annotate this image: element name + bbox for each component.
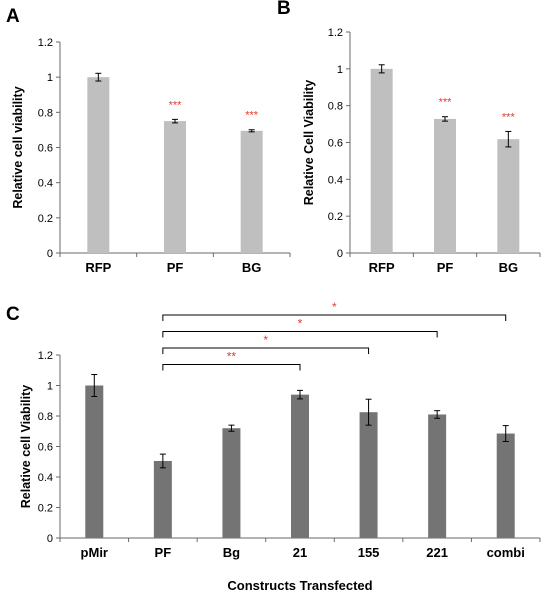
bar-155: [359, 412, 378, 538]
y-tick-label: 0.2: [38, 503, 53, 515]
y-axis-label: Relative Cell Viability: [302, 80, 316, 206]
comparison-label: *: [332, 300, 337, 314]
y-tick-label: 0.8: [38, 411, 53, 423]
comparison-bracket: [162, 364, 301, 371]
y-tick-label: 0.6: [38, 442, 53, 454]
x-tick-label: RFP: [85, 260, 111, 275]
y-tick-label: 1.2: [38, 37, 53, 49]
bar-bg: [497, 139, 520, 253]
y-tick-label: 0.8: [328, 101, 343, 113]
bar-rfp: [87, 77, 110, 254]
x-tick-label: PF: [167, 260, 184, 275]
x-tick-label: BG: [499, 260, 519, 275]
y-tick-label: 0.6: [38, 143, 53, 155]
y-tick-label: 1: [47, 381, 53, 393]
y-tick-label: 0: [337, 248, 343, 260]
y-tick-label: 0: [47, 533, 53, 545]
comparison-bracket: [162, 347, 370, 354]
y-axis-label: Relative cell Viability: [19, 385, 33, 508]
y-tick-label: 0.2: [328, 211, 343, 223]
bar-21: [291, 394, 309, 538]
x-tick-label: RFP: [369, 260, 395, 275]
comparison-label: **: [227, 350, 237, 364]
comparison-label: *: [298, 317, 303, 331]
x-tick-label: pMir: [81, 545, 108, 560]
x-tick-label: 155: [358, 545, 380, 560]
y-tick-label: 0.4: [38, 178, 53, 190]
bar-bg: [222, 428, 241, 538]
y-tick-label: 0.2: [38, 213, 53, 225]
y-tick-label: 1: [47, 72, 53, 84]
x-tick-label: 221: [426, 545, 448, 560]
bar-pf: [434, 118, 456, 253]
bar-221: [428, 414, 447, 538]
significance-label: ***: [439, 97, 453, 109]
y-axis-label: Relative cell viability: [11, 86, 25, 208]
x-tick-label: Bg: [223, 545, 240, 560]
bar-rfp: [370, 68, 393, 253]
x-tick-label: PF: [155, 545, 172, 560]
bar-combi: [496, 433, 515, 538]
y-tick-label: 1.2: [328, 27, 343, 39]
significance-label: ***: [245, 110, 259, 122]
panel-label-a: A: [6, 6, 20, 27]
y-tick-label: 0: [47, 248, 53, 260]
x-tick-label: 21: [293, 545, 307, 560]
x-tick-label: BG: [242, 260, 262, 275]
comparison-bracket: [162, 314, 507, 321]
significance-label: ***: [502, 111, 516, 123]
x-axis-label: Constructs Transfected: [227, 578, 372, 593]
bar-pf: [153, 460, 172, 538]
comparison-label: *: [263, 333, 268, 347]
bar-bg: [240, 130, 263, 253]
bar-pf: [164, 121, 186, 253]
y-tick-label: 0.6: [328, 138, 343, 150]
y-tick-label: 0.8: [38, 107, 53, 119]
y-tick-label: 0.4: [38, 472, 53, 484]
significance-label: ***: [169, 99, 183, 111]
x-tick-label: combi: [487, 545, 525, 560]
panel-label-b: B: [277, 0, 291, 19]
bar-pmir: [85, 385, 104, 538]
panel-label-c: C: [6, 304, 20, 325]
y-tick-label: 0.4: [328, 174, 343, 186]
comparison-bracket: [162, 331, 438, 338]
x-tick-label: PF: [437, 260, 454, 275]
y-tick-label: 1: [337, 64, 343, 76]
y-tick-label: 1.2: [38, 350, 53, 362]
